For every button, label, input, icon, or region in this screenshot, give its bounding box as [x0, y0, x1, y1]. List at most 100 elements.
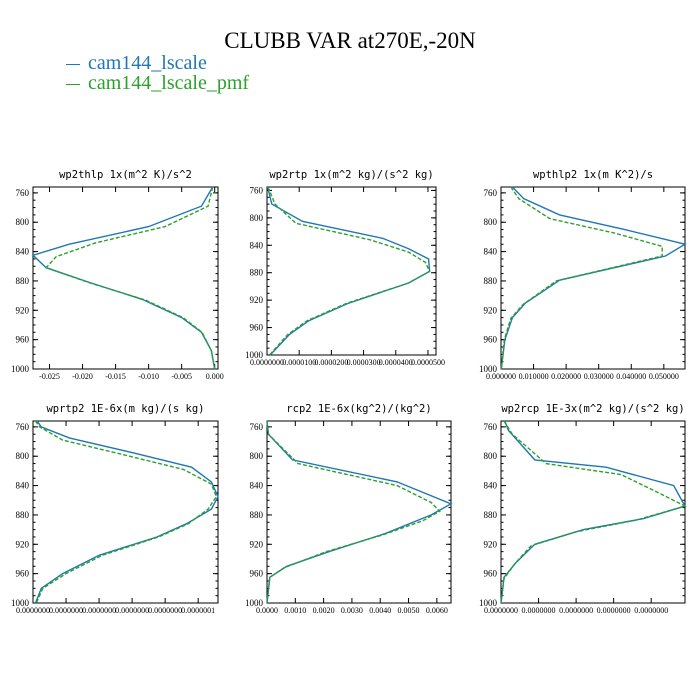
y-tick-label: 840	[16, 481, 30, 491]
series-line-1	[34, 420, 218, 604]
x-tick-label: 0.010000	[519, 372, 549, 381]
y-tick-label: 880	[16, 276, 30, 286]
series-line-1	[500, 186, 663, 370]
y-tick-label: 1000	[11, 598, 30, 608]
legend-entry-0: cam144_lscale	[66, 52, 207, 75]
y-tick-label: 1000	[479, 364, 498, 374]
y-tick-label: 800	[250, 451, 264, 461]
y-tick-label: 960	[250, 569, 264, 579]
y-tick-label: 1000	[11, 364, 30, 374]
panel-frame	[500, 186, 686, 370]
y-tick-label: 840	[250, 481, 264, 491]
x-tick-label: 0.050000	[649, 372, 679, 381]
y-tick-label: 760	[16, 188, 30, 198]
panel-frame	[500, 420, 686, 604]
x-tick-label: -0.020	[72, 372, 93, 381]
x-tick-label: 0.000	[206, 372, 224, 381]
series-line-0	[500, 186, 687, 370]
x-tick-label: -0.015	[105, 372, 126, 381]
x-tick-label: 0.0000500	[411, 358, 445, 367]
x-tick-label: 0.0000400	[379, 358, 413, 367]
panel-title: wpthlp2 1x(m K^2)/s	[533, 169, 653, 181]
series-line-0	[31, 186, 216, 370]
x-tick-label: 0.0000000	[49, 606, 83, 615]
legend-swatch-0	[66, 63, 80, 65]
y-tick-label: 880	[250, 510, 264, 520]
y-tick-label: 800	[484, 217, 498, 227]
x-tick-label: -0.005	[171, 372, 192, 381]
x-tick-label: 0.0000000	[634, 606, 668, 615]
x-tick-label: 0.0030	[341, 606, 363, 615]
x-tick-label: 0.0000000	[115, 606, 149, 615]
y-tick-label: 760	[250, 422, 264, 432]
y-tick-label: 920	[250, 539, 264, 549]
panel-frame	[266, 186, 437, 356]
y-tick-label: 800	[250, 213, 264, 223]
y-tick-label: 840	[484, 481, 498, 491]
x-tick-label: -0.010	[138, 372, 159, 381]
x-tick-label: 0.0000001	[181, 606, 215, 615]
panel-frame	[32, 186, 219, 370]
panel-2: wpthlp2 1x(m K^2)/s 760 800 840 880 920 960 100…	[479, 169, 687, 381]
y-tick-label: 880	[484, 510, 498, 520]
x-tick-label: 0.0000000	[522, 606, 556, 615]
x-tick-label: 0.020000	[551, 372, 581, 381]
legend-entry-1: cam144_lscale_pmf	[66, 72, 249, 95]
x-tick-label: 0.0000200	[314, 358, 348, 367]
series-line-1	[266, 420, 441, 604]
y-tick-label: 760	[250, 185, 264, 195]
panel-1: wp2rtp 1x(m^2 kg)/(s^2 kg) 760 800 840 880 92…	[245, 169, 445, 367]
panel-5: wp2rcp 1E-3x(m^2 kg)/(s^2 kg)760 800 840 88…	[479, 403, 687, 615]
y-tick-label: 840	[16, 247, 30, 257]
x-tick-label: 0.000000	[486, 372, 516, 381]
x-tick-label: 0.0000000	[250, 358, 284, 367]
panel-title: rcp2 1E-6x(kg^2)/(kg^2)	[286, 403, 431, 415]
panel-title: wprtp2 1E-6x(m kg)/(s kg)	[46, 403, 204, 415]
y-tick-label: 760	[16, 422, 30, 432]
y-tick-label: 760	[484, 188, 498, 198]
y-tick-label: 840	[484, 247, 498, 257]
y-tick-label: 920	[484, 305, 498, 315]
y-tick-label: 960	[484, 335, 498, 345]
legend-label-1: cam144_lscale_pmf	[88, 72, 250, 94]
series-line-1	[44, 186, 216, 370]
x-tick-label: 0.0020	[313, 606, 335, 615]
y-tick-label: 840	[250, 240, 264, 250]
x-tick-label: 0.0000000	[16, 606, 50, 615]
x-tick-label: 0.0000000	[559, 606, 593, 615]
y-tick-label: 880	[16, 510, 30, 520]
series-line-1	[500, 420, 687, 604]
y-tick-label: 800	[16, 451, 30, 461]
panel-frame	[32, 420, 219, 604]
x-tick-label: 0.0000000	[148, 606, 182, 615]
y-tick-label: 1000	[245, 350, 264, 360]
series-line-0	[266, 186, 431, 356]
x-tick-label: -0.025	[39, 372, 60, 381]
y-tick-label: 920	[484, 539, 498, 549]
y-tick-label: 920	[16, 305, 30, 315]
y-tick-label: 920	[16, 539, 30, 549]
series-line-1	[267, 186, 431, 356]
y-tick-label: 960	[16, 335, 30, 345]
x-tick-label: 0.0010	[284, 606, 306, 615]
x-tick-label: 0.0000000	[484, 606, 518, 615]
y-tick-label: 920	[250, 295, 264, 305]
y-tick-label: 1000	[479, 598, 498, 608]
y-tick-label: 800	[16, 217, 30, 227]
legend-label-0: cam144_lscale	[88, 52, 207, 74]
panel-0: wp2thlp 1x(m^2 K)/s^2 760 800 840 880 920 960 1…	[11, 169, 224, 381]
x-tick-label: 0.0000000	[82, 606, 116, 615]
y-tick-label: 880	[250, 268, 264, 278]
series-line-0	[34, 420, 219, 604]
panel-4: rcp2 1E-6x(kg^2)/(kg^2) 760 800 840 880 920 96…	[245, 403, 453, 615]
y-tick-label: 960	[250, 323, 264, 333]
panel-frame	[266, 420, 452, 604]
series-line-0	[266, 420, 453, 604]
y-tick-label: 760	[484, 422, 498, 432]
x-tick-label: 0.0040	[369, 606, 391, 615]
y-tick-label: 960	[484, 569, 498, 579]
y-tick-label: 880	[484, 276, 498, 286]
x-tick-label: 0.030000	[584, 372, 614, 381]
x-tick-label: 0.0000	[256, 606, 278, 615]
